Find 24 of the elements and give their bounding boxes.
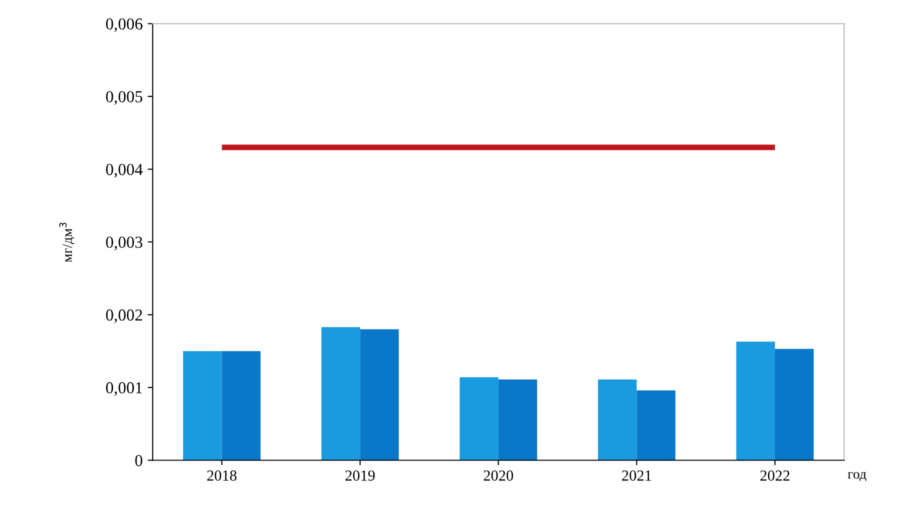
bar bbox=[321, 327, 360, 460]
x-tick-label: 2021 bbox=[622, 470, 652, 481]
y-tick-label: 0,004 bbox=[106, 164, 143, 178]
y-tick-label: 0,005 bbox=[106, 91, 142, 105]
x-axis-title: год bbox=[848, 472, 866, 482]
y-tick-label: 0,002 bbox=[106, 309, 142, 324]
bar bbox=[736, 342, 775, 460]
y-tick-label: 0,003 bbox=[106, 236, 142, 250]
x-tick-label: 2020 bbox=[484, 470, 514, 481]
y-tick-label: 0 bbox=[135, 454, 142, 466]
y-tick-label: 0,001 bbox=[106, 382, 142, 396]
bar bbox=[636, 390, 676, 460]
x-tick-label: 2022 bbox=[760, 470, 790, 481]
x-tick-label: 2019 bbox=[345, 470, 375, 481]
bar bbox=[498, 379, 538, 460]
bar bbox=[598, 379, 637, 460]
bar bbox=[183, 351, 222, 460]
x-tick-label: 2018 bbox=[207, 470, 236, 481]
bar bbox=[774, 348, 814, 460]
bar bbox=[460, 377, 498, 460]
bar bbox=[222, 351, 261, 460]
bar bbox=[360, 329, 399, 460]
y-axis-title: мг/дм$^{3}$ bbox=[59, 222, 75, 262]
y-tick-label: 0,006 bbox=[106, 18, 142, 32]
